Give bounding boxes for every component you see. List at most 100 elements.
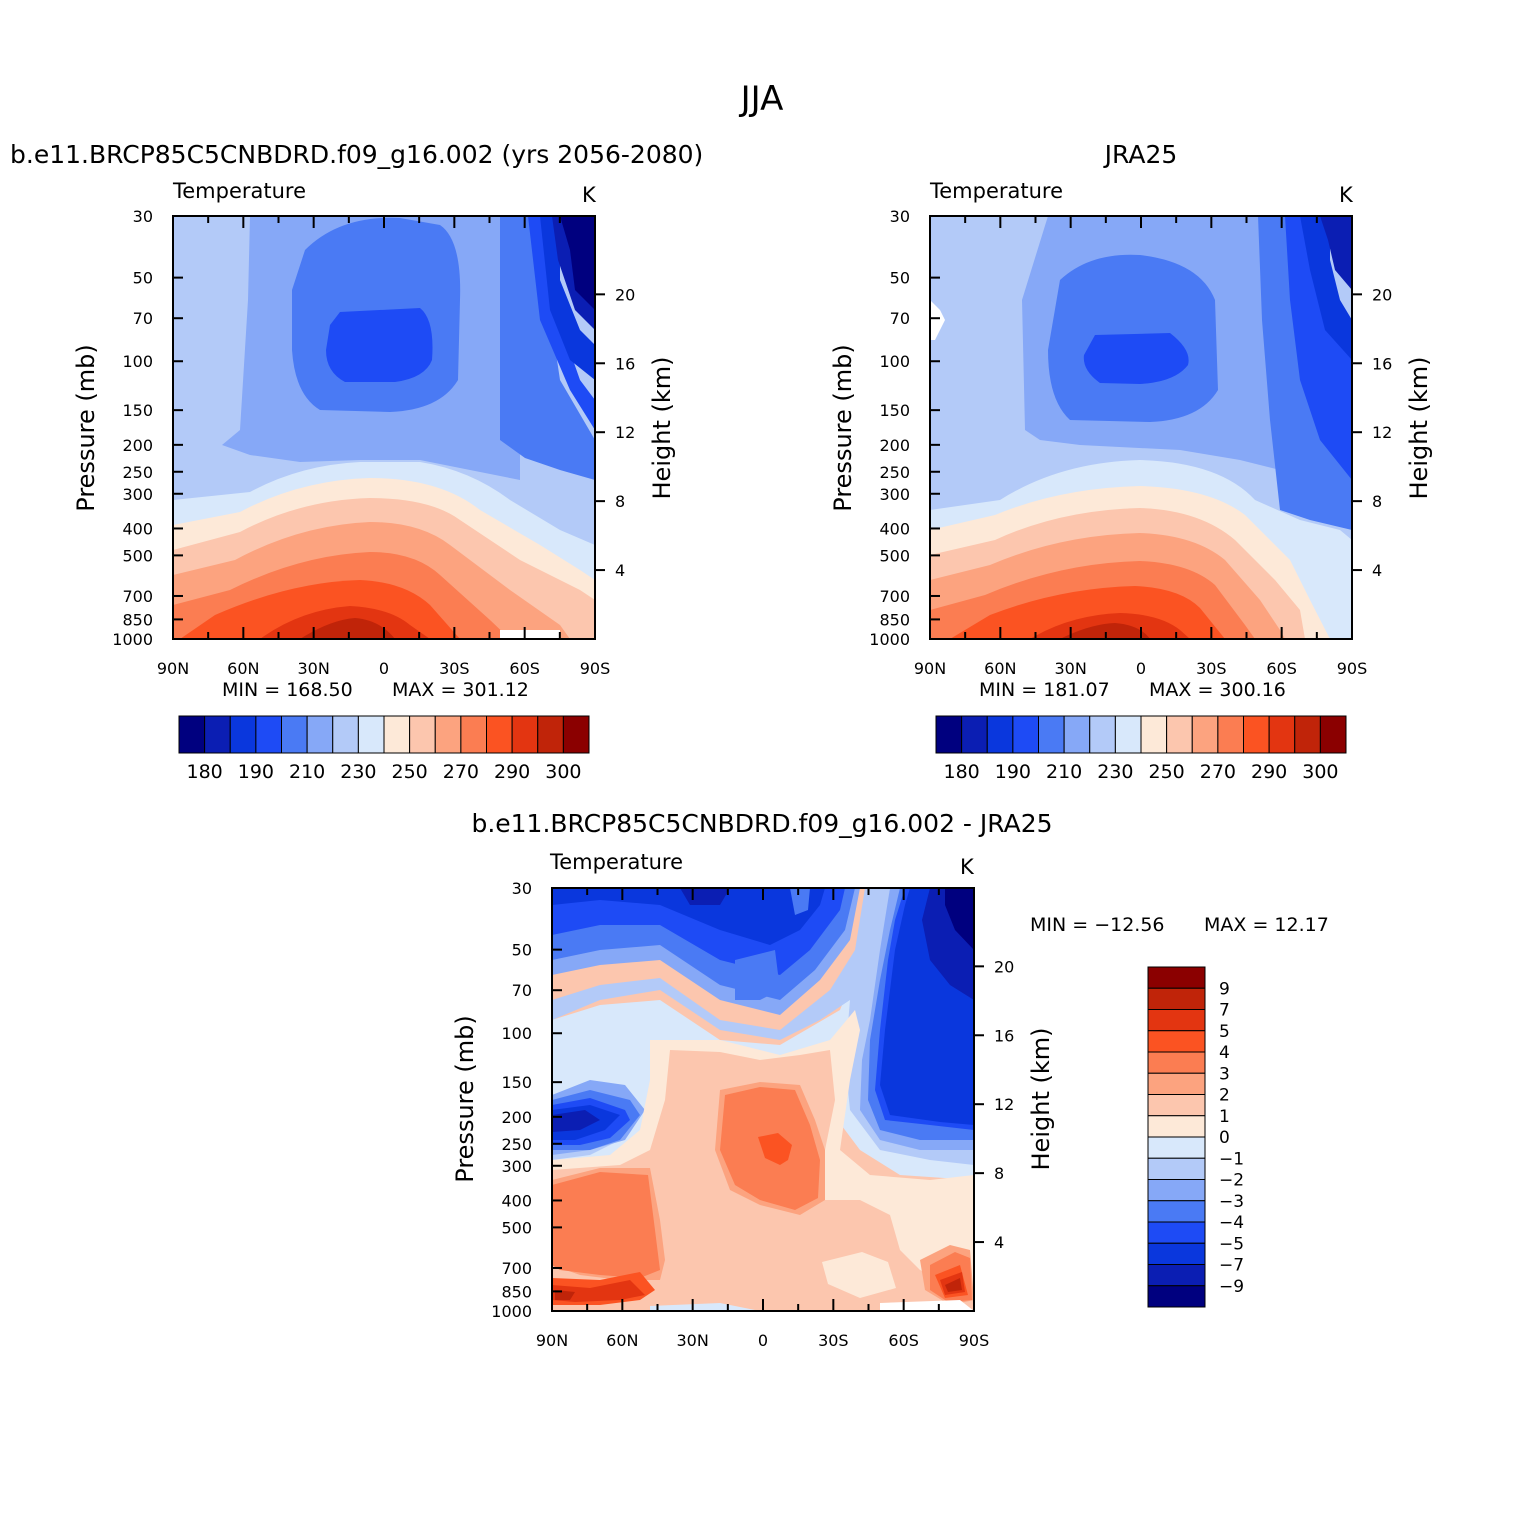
y-tick-label: 250	[122, 463, 153, 482]
colorbar-box	[1147, 1221, 1206, 1244]
y2-tick-label: 20	[1372, 285, 1392, 304]
y-tick-label: 200	[122, 436, 153, 455]
colorbar-box	[332, 715, 359, 754]
contour-band	[552, 1087, 972, 1302]
colorbar-label: 7	[1219, 1001, 1230, 1021]
x-tick-label: 60S	[888, 1331, 919, 1350]
colorbar-box	[1147, 966, 1206, 989]
contour-field	[173, 216, 595, 639]
panel-model: b.e11.BRCP85C5CNBDRD.f09_g16.002 (yrs 20…	[10, 140, 703, 783]
colorbar-label: 4	[1219, 1043, 1230, 1063]
y-tick-label: 400	[879, 519, 910, 538]
colorbar-label: 9	[1219, 979, 1230, 999]
y-tick-label: 50	[133, 269, 153, 288]
colorbar-label: 300	[1302, 761, 1338, 783]
colorbar-box	[1114, 715, 1142, 754]
y2-ticks: 4 8 12 16 20	[595, 285, 635, 580]
x-tick-label: 0	[1136, 659, 1146, 678]
colorbar-label: 290	[1251, 761, 1287, 783]
colorbar-box	[1038, 715, 1065, 754]
y-tick-label: 150	[879, 401, 910, 420]
colorbar-label: 210	[289, 761, 325, 783]
colorbar-box	[1147, 1157, 1206, 1180]
colorbar-box	[511, 715, 539, 754]
y2-axis-label: Height (km)	[648, 357, 676, 500]
y-tick-label: 30	[890, 207, 910, 226]
y2-tick-label: 16	[615, 354, 635, 373]
colorbar-label: 190	[238, 761, 274, 783]
colorbar-box	[1217, 715, 1244, 754]
y-tick-label: 100	[501, 1024, 532, 1043]
contour-band	[650, 1303, 760, 1311]
colorbar-box	[486, 715, 513, 754]
colorbar-label: 180	[186, 761, 222, 783]
colorbar-label: 230	[340, 761, 376, 783]
x-tick-label: 60N	[606, 1331, 638, 1350]
y2-tick-label: 20	[994, 957, 1014, 976]
colorbar-box	[1147, 1242, 1206, 1265]
colorbar	[1147, 966, 1206, 1308]
contour-band	[292, 216, 595, 480]
y-tick-label: 1000	[112, 630, 153, 649]
y-tick-label: 200	[879, 436, 910, 455]
contour-band	[1320, 216, 1352, 290]
contour-band	[552, 888, 974, 1132]
x-tick-label: 30N	[298, 659, 330, 678]
x-ticks: 90N 60N 30N 0 30S 60S 90S	[914, 216, 1367, 678]
y-tick-label: 850	[122, 610, 153, 629]
y2-tick-label: 16	[994, 1026, 1014, 1045]
y-tick-label: 700	[122, 587, 153, 606]
colorbar-labels: 180 190 210 230 250 270 290 300	[943, 761, 1338, 783]
panel-subtitle-left: Temperature	[549, 850, 683, 874]
colorbar-box	[1147, 1115, 1206, 1138]
y-tick-label: 250	[501, 1135, 532, 1154]
x-tick-label: 60N	[984, 659, 1016, 678]
x-tick-label: 90N	[157, 659, 189, 678]
colorbar-box	[178, 715, 206, 754]
colorbar-box	[1268, 715, 1296, 754]
y-tick-label: 70	[890, 309, 910, 328]
y2-tick-label: 8	[615, 492, 625, 511]
colorbar-box	[1166, 715, 1193, 754]
colorbar-box	[1012, 715, 1039, 754]
colorbar-box	[935, 715, 963, 754]
x-tick-label: 0	[758, 1331, 768, 1350]
colorbar-box	[1147, 1285, 1206, 1308]
figure-title: JJA	[739, 79, 784, 119]
colorbar-box	[460, 715, 487, 754]
x-ticks: 90N 60N 30N 0 30S 60S 90S	[536, 888, 989, 1350]
y-tick-label: 150	[122, 401, 153, 420]
panel-subtitle-right: K	[1339, 183, 1354, 207]
panel-difference: b.e11.BRCP85C5CNBDRD.f09_g16.002 - JRA25…	[451, 809, 1329, 1350]
min-label: MIN = 181.07	[979, 679, 1110, 701]
y-tick-label: 1000	[491, 1302, 532, 1321]
colorbar-box	[229, 715, 257, 754]
colorbar-label: −4	[1219, 1213, 1244, 1233]
colorbar-box	[1243, 715, 1270, 754]
y-axis-label: Pressure (mb)	[72, 344, 100, 511]
panel-reanalysis: JRA25 Temperature K 30507010015020025030…	[829, 140, 1433, 783]
contour-band	[822, 1252, 896, 1298]
colorbar-label: 270	[443, 761, 479, 783]
colorbar-box	[1140, 715, 1168, 754]
y2-axis-label: Height (km)	[1405, 357, 1433, 500]
colorbar-label: 180	[943, 761, 979, 783]
colorbar-box	[1147, 1094, 1206, 1117]
colorbar-box	[1147, 1179, 1206, 1202]
y2-tick-label: 4	[994, 1233, 1004, 1252]
y-tick-label: 70	[133, 309, 153, 328]
y-tick-label: 700	[501, 1259, 532, 1278]
colorbar-box	[255, 715, 282, 754]
contour-band	[930, 300, 945, 340]
colorbar-box	[306, 715, 334, 754]
x-tick-label: 30S	[1196, 659, 1227, 678]
colorbar-box	[204, 715, 231, 754]
y-tick-label: 400	[501, 1191, 532, 1210]
colorbar	[935, 715, 1347, 754]
colorbar-box	[434, 715, 462, 754]
y2-tick-label: 8	[994, 1164, 1004, 1183]
colorbar-label: −9	[1219, 1277, 1244, 1297]
colorbar-label: 250	[391, 761, 427, 783]
panel-title: JRA25	[1103, 140, 1178, 169]
